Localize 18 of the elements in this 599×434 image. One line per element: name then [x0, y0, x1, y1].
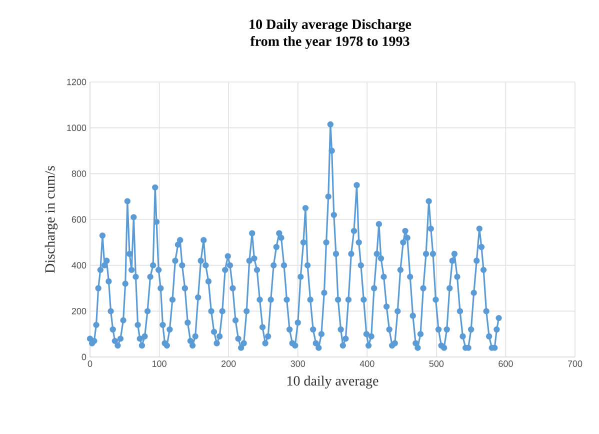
- y-tick-label: 600: [72, 216, 86, 223]
- y-axis-title: Discharge in cum/s: [44, 166, 58, 274]
- x-axis-title: 10 daily average: [287, 376, 378, 389]
- x-tick-label: 500: [429, 360, 444, 367]
- x-tick-label: 100: [152, 360, 166, 367]
- y-tick-label: 1000: [67, 124, 86, 132]
- x-tick-label: 200: [222, 360, 236, 367]
- x-tick-label: 0: [88, 360, 92, 367]
- chart-title: 10 Daily average Discharge from the year 1978 to 1993: [250, 19, 412, 49]
- x-tick-label: 400: [360, 360, 374, 367]
- x-tick-label: 700: [568, 360, 582, 367]
- y-tick-label: 400: [72, 262, 86, 269]
- y-tick-label: 1200: [67, 78, 86, 86]
- y-tick-label: 200: [72, 308, 86, 314]
- x-tick-label: 300: [290, 360, 306, 367]
- x-tick-label: 600: [498, 360, 513, 367]
- y-tick-label: 800: [72, 170, 86, 177]
- y-tick-label: 0: [82, 354, 86, 360]
